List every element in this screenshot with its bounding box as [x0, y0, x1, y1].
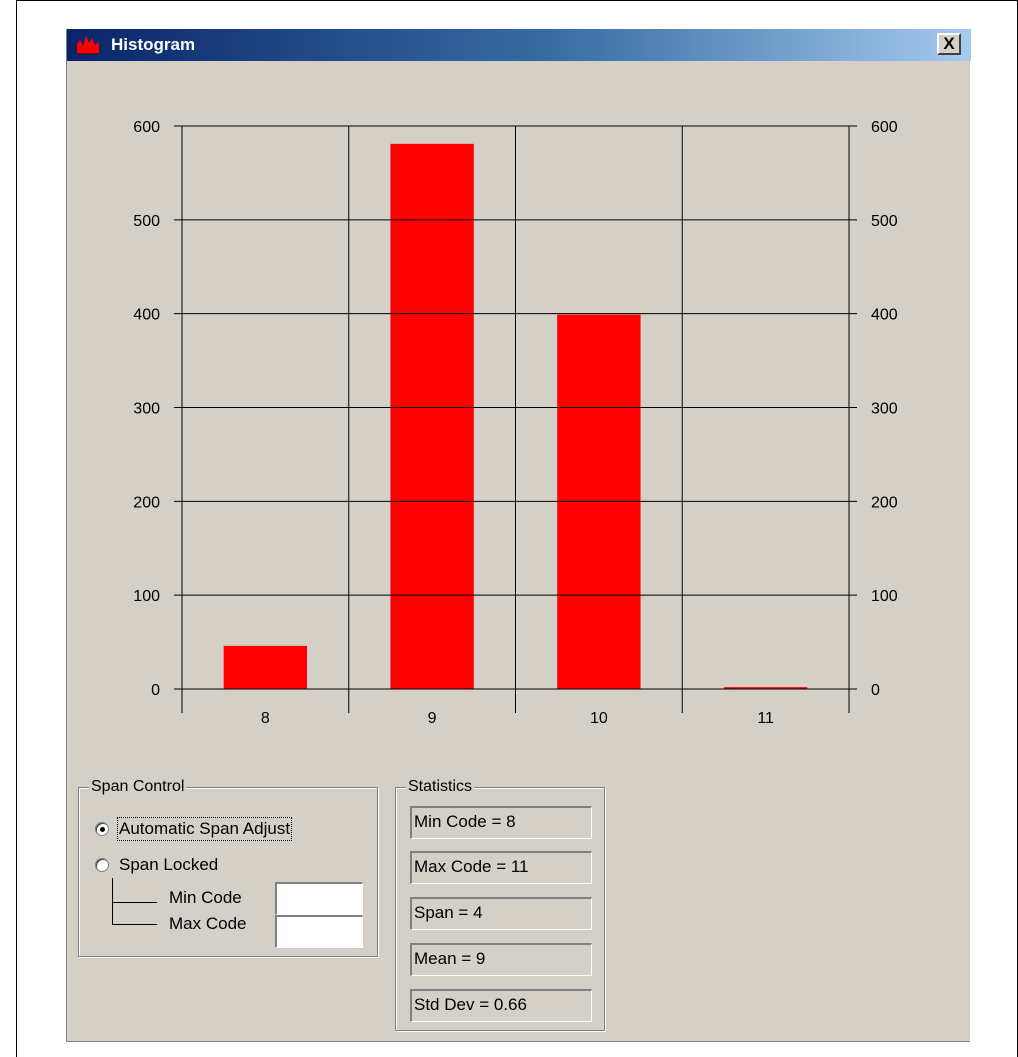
x-tick-8: 8 — [261, 710, 270, 727]
span-locked-label[interactable]: Span Locked — [119, 855, 219, 874]
x-tick-11: 11 — [757, 710, 774, 727]
x-tick-10: 10 — [590, 710, 608, 727]
max-code-stat: Max Code = 11 — [410, 851, 592, 884]
span-locked-radio[interactable] — [95, 858, 109, 872]
close-button[interactable]: X — [937, 33, 961, 55]
y-tick-left-0: 0 — [151, 682, 160, 699]
min-code-label: Min Code — [169, 888, 242, 907]
y-tick-right-0: 0 — [871, 682, 880, 699]
histogram-window: Histogram X 0 0 100 100 200 200 300 300 400 400 50… — [66, 29, 971, 1042]
statistics-title: Statistics — [406, 778, 475, 796]
y-tick-left-600: 600 — [133, 119, 160, 136]
y-tick-right-100: 100 — [871, 588, 898, 605]
y-tick-left-100: 100 — [133, 588, 160, 605]
max-code-input[interactable] — [275, 915, 363, 948]
title-bar[interactable]: Histogram X — [67, 29, 971, 61]
automatic-span-adjust-label[interactable]: Automatic Span Adjust — [116, 817, 293, 841]
y-tick-right-600: 600 — [871, 119, 898, 136]
bar-11 — [723, 687, 808, 689]
tree-connector-min — [112, 878, 157, 903]
tree-connector-max — [112, 902, 157, 925]
statistics-group: Statistics Min Code = 8 Max Code = 11 Sp… — [395, 778, 605, 1031]
y-tick-right-500: 500 — [871, 213, 898, 230]
automatic-span-adjust-option[interactable]: Automatic Span Adjust — [95, 817, 293, 841]
window-title: Histogram — [111, 35, 196, 54]
y-tick-right-200: 200 — [871, 494, 898, 511]
y-tick-right-400: 400 — [871, 307, 898, 324]
min-code-input[interactable] — [275, 882, 363, 915]
automatic-span-adjust-radio[interactable] — [95, 822, 109, 836]
y-tick-left-400: 400 — [133, 307, 160, 324]
span-locked-option[interactable]: Span Locked — [95, 854, 218, 876]
std-dev-stat: Std Dev = 0.66 — [410, 989, 592, 1022]
mean-stat: Mean = 9 — [410, 943, 592, 976]
histogram-app-icon — [77, 36, 99, 54]
y-tick-right-300: 300 — [871, 401, 898, 418]
bar-8 — [223, 645, 308, 689]
x-tick-9: 9 — [428, 710, 437, 727]
y-tick-left-500: 500 — [133, 213, 160, 230]
y-tick-left-200: 200 — [133, 494, 160, 511]
span-stat: Span = 4 — [410, 897, 592, 930]
span-control-group: Span Control Automatic Span Adjust Span … — [78, 778, 378, 957]
histogram-chart: 0 0 100 100 200 200 300 300 400 400 500 500 600 600 8 9… — [133, 119, 898, 727]
span-control-title: Span Control — [89, 778, 187, 796]
max-code-label: Max Code — [169, 914, 247, 933]
bar-9 — [390, 143, 474, 689]
y-tick-left-300: 300 — [133, 401, 160, 418]
min-code-stat: Min Code = 8 — [410, 806, 592, 839]
